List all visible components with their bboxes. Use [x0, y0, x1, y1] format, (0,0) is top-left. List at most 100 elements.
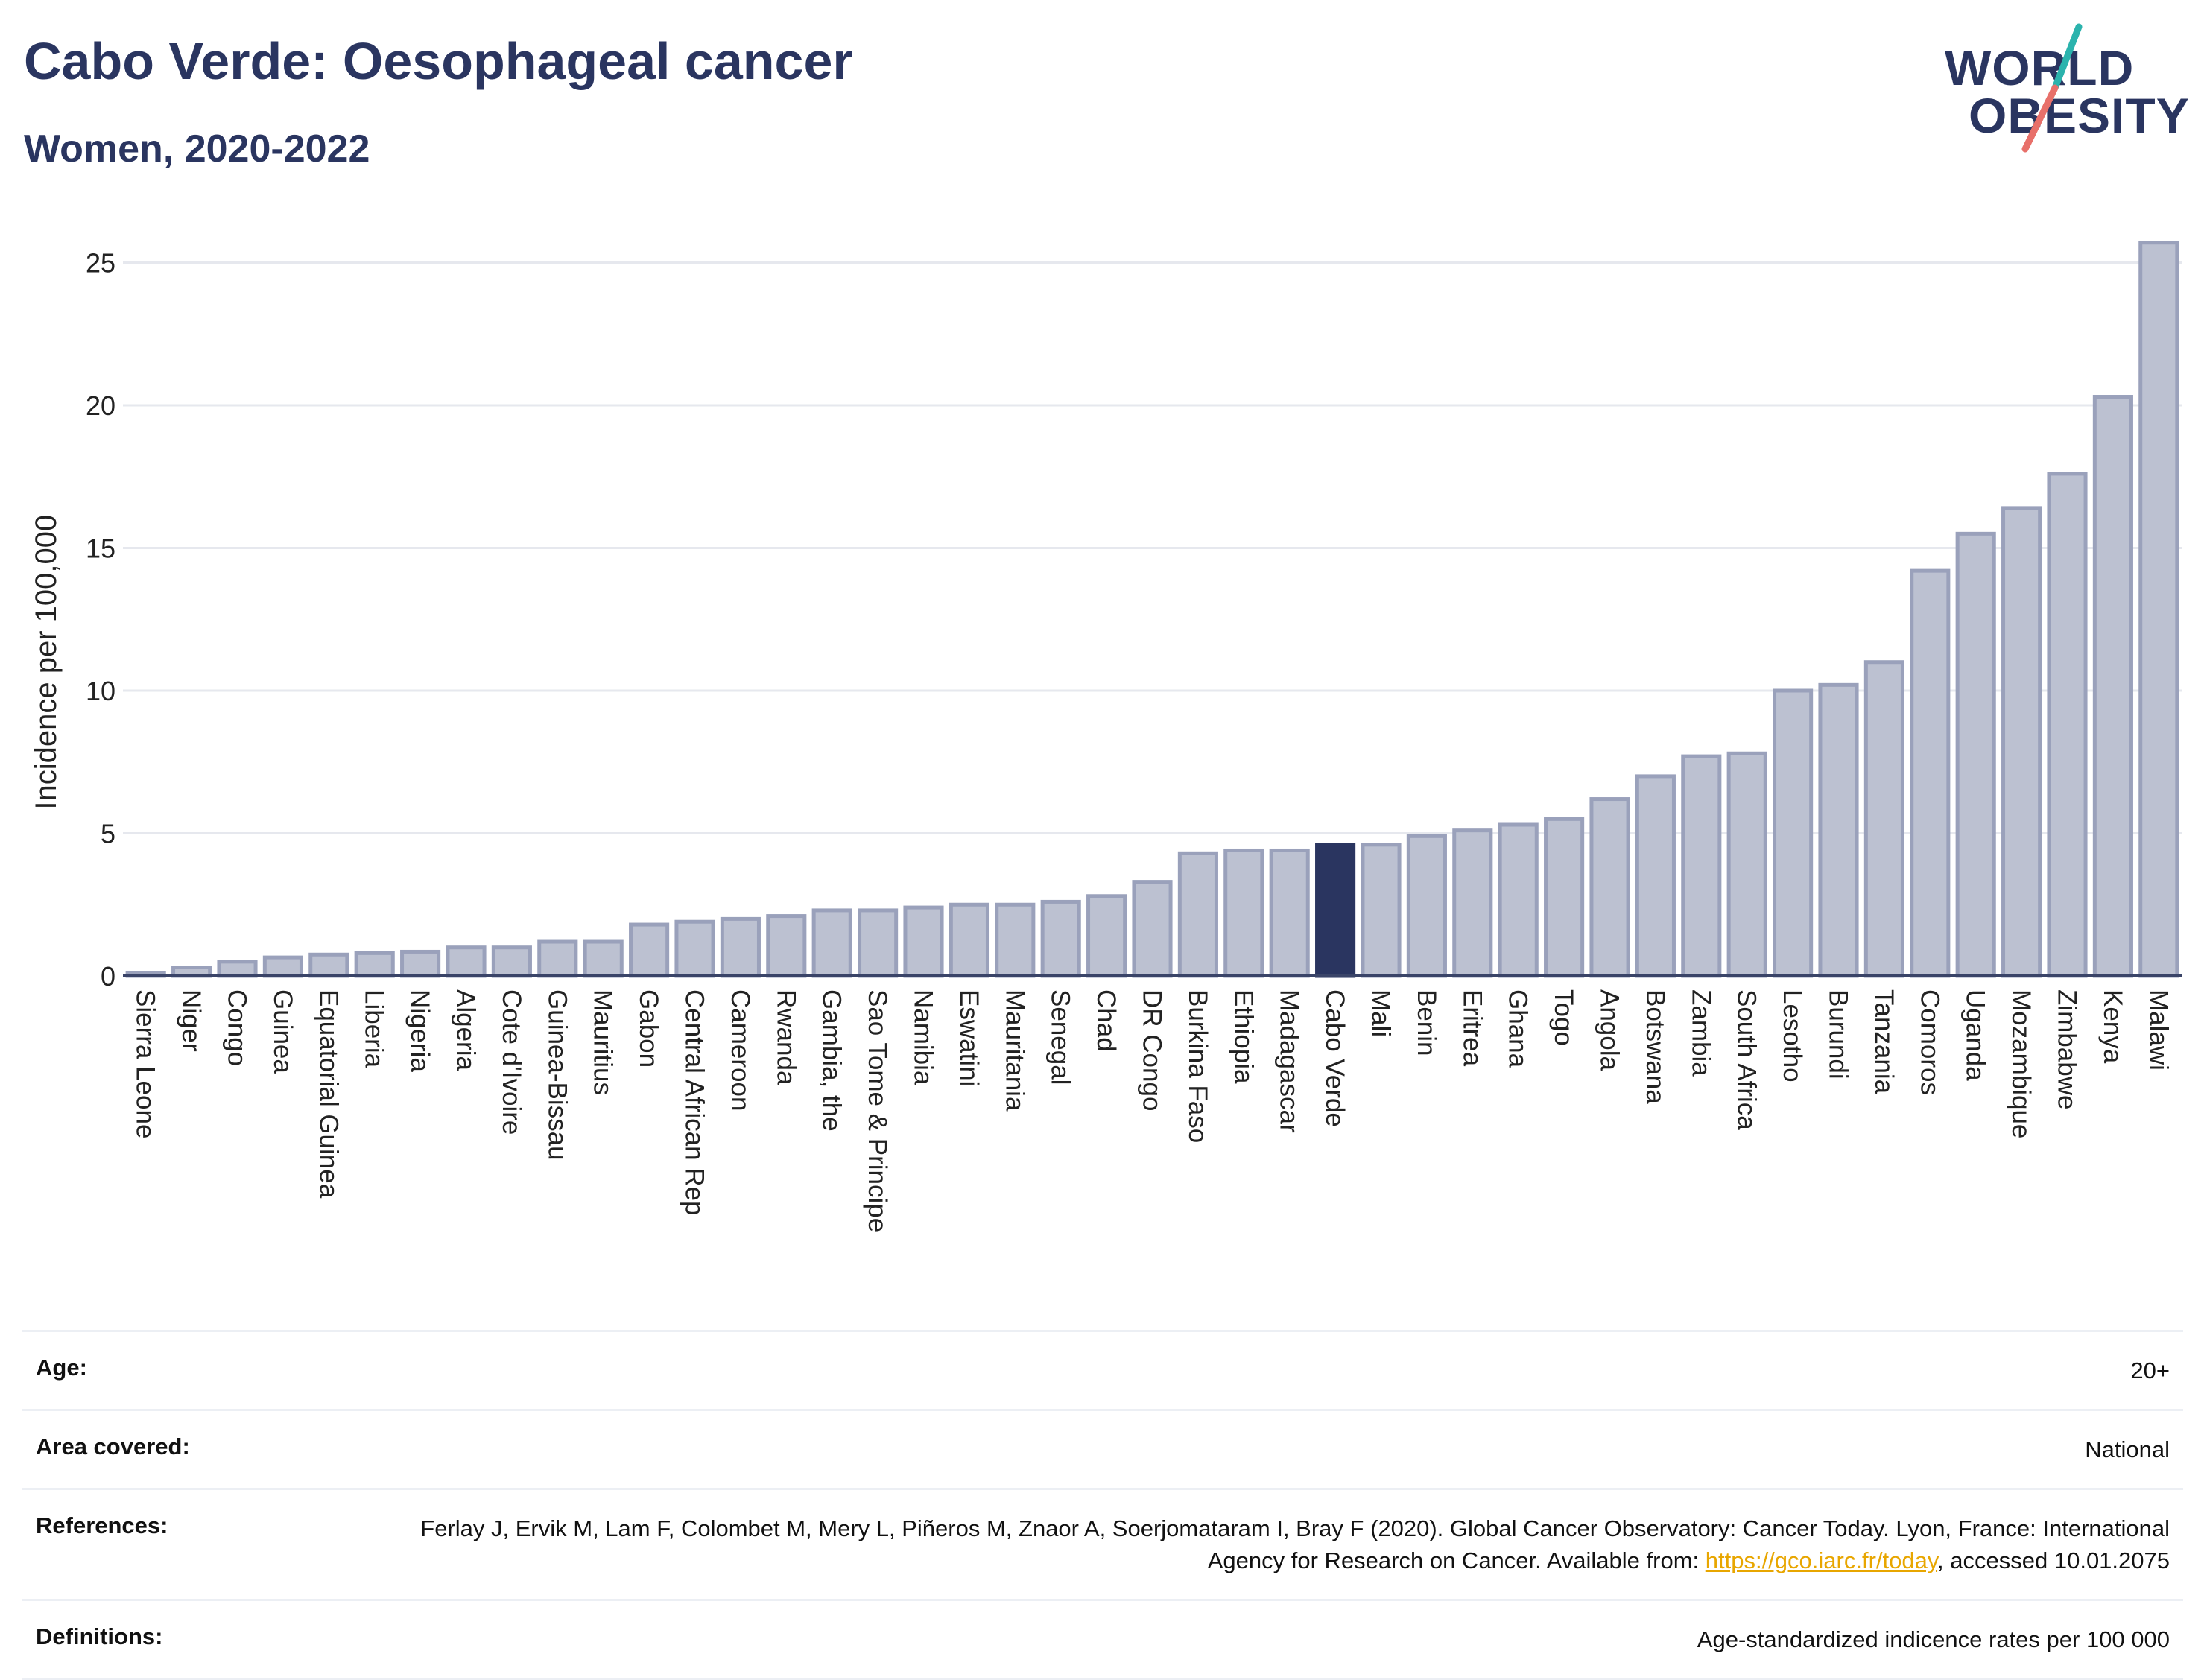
x-tick-label: Liberia — [360, 989, 389, 1068]
bar — [1773, 688, 1814, 978]
x-tick-label: Congo — [223, 989, 252, 1066]
bar — [1223, 848, 1264, 978]
y-tick-label: 0 — [101, 961, 115, 992]
x-tick-label: Cameroon — [726, 989, 755, 1111]
bar — [583, 939, 624, 978]
bar — [995, 902, 1036, 978]
bar — [400, 949, 441, 978]
bar — [1681, 754, 1722, 978]
info-row-definitions: Definitions: Age-standardized indicence … — [22, 1601, 2183, 1680]
bar — [1498, 822, 1539, 978]
x-tick-label: Rwanda — [771, 989, 800, 1085]
y-tick-label: 20 — [86, 390, 115, 421]
bar — [1635, 774, 1676, 978]
bar — [1544, 817, 1585, 978]
bar — [2092, 395, 2133, 978]
x-tick-label: DR Congo — [1138, 989, 1167, 1111]
x-tick-label: Malawi — [2144, 989, 2173, 1071]
bar — [491, 945, 532, 978]
bar — [2138, 241, 2179, 978]
x-tick-label: Lesotho — [1778, 989, 1807, 1083]
x-tick-label: Mauritania — [1000, 989, 1029, 1112]
x-tick-label: Eswatini — [954, 989, 984, 1086]
y-tick-label: 25 — [86, 248, 115, 279]
x-tick-label: Madagascar — [1275, 989, 1304, 1133]
bar — [1040, 899, 1081, 978]
bar — [1269, 848, 1310, 978]
bar — [629, 922, 670, 978]
info-key: Age: — [36, 1354, 87, 1381]
bar — [766, 914, 807, 978]
x-tick-label: Burkina Faso — [1183, 989, 1212, 1143]
info-value: Ferlay J, Ervik M, Lam F, Colombet M, Me… — [344, 1512, 2170, 1576]
info-value: 20+ — [2130, 1357, 2170, 1383]
bar — [262, 955, 303, 978]
x-tick-label: Ghana — [1504, 989, 1533, 1068]
bar — [1361, 843, 1402, 978]
y-tick-label: 10 — [86, 676, 115, 706]
bar — [674, 919, 715, 978]
x-axis-labels: Sierra Leone Niger Congo Guinea Equatorial G… — [131, 989, 2173, 1232]
bar — [903, 905, 944, 978]
x-tick-label: Guinea — [268, 989, 297, 1074]
x-tick-label: Mali — [1367, 989, 1396, 1037]
x-tick-label: Gabon — [634, 989, 663, 1068]
bar — [949, 902, 989, 978]
bar — [2047, 472, 2088, 978]
info-key: References: — [36, 1512, 168, 1538]
bar — [354, 951, 395, 978]
page-subtitle: Women, 2020-2022 — [24, 127, 370, 171]
info-key: Definitions: — [36, 1623, 163, 1649]
bar — [1910, 568, 1951, 978]
bar — [1086, 894, 1127, 978]
x-tick-label: Gambia, the — [817, 989, 846, 1132]
x-tick-label: Niger — [177, 989, 206, 1052]
logo-slash-icon — [2021, 23, 2083, 153]
info-value: National — [2085, 1436, 2170, 1462]
reference-link[interactable]: https://gco.iarc.fr/today — [1705, 1547, 1938, 1573]
x-tick-label: Senegal — [1046, 989, 1075, 1085]
x-tick-label: Togo — [1549, 989, 1578, 1046]
bar — [1132, 880, 1173, 978]
x-tick-label: South Africa — [1732, 989, 1761, 1130]
x-tick-label: Burundi — [1824, 989, 1853, 1080]
x-tick-label: Benin — [1412, 989, 1441, 1056]
x-tick-label: Sierra Leone — [131, 989, 160, 1138]
bar — [1726, 751, 1767, 978]
reference-text: Ferlay J, Ervik M, Lam F, Colombet M, Me… — [420, 1515, 2170, 1573]
logo-line-1: WORLD — [1945, 40, 2135, 95]
info-row-age: Age: 20+ — [22, 1332, 2183, 1411]
bar — [1955, 531, 1996, 978]
x-tick-label: Cabo Verde — [1320, 989, 1349, 1127]
x-tick-label: Central African Rep — [680, 989, 709, 1215]
bar — [1177, 851, 1218, 978]
x-tick-label: Algeria — [452, 989, 481, 1071]
world-obesity-logo: WORLD OBESITY — [1937, 22, 2191, 156]
y-axis-title: Incidence per 100,000 — [30, 515, 63, 810]
x-tick-label: Chad — [1092, 989, 1121, 1052]
bar — [446, 945, 487, 978]
bar — [2001, 506, 2042, 978]
x-tick-label: Comoros — [1915, 989, 1944, 1095]
bar — [537, 939, 578, 978]
y-tick-label: 5 — [101, 819, 115, 849]
x-tick-label: Uganda — [1961, 989, 1990, 1081]
x-tick-label: Ethiopia — [1229, 989, 1258, 1084]
bars — [125, 241, 2179, 978]
y-tick-label: 15 — [86, 533, 115, 564]
info-row-references: References: Ferlay J, Ervik M, Lam F, Co… — [22, 1490, 2183, 1601]
x-tick-label: Zimbabwe — [2053, 989, 2082, 1109]
x-tick-label: Kenya — [2098, 989, 2127, 1064]
x-tick-label: Tanzania — [1869, 989, 1899, 1094]
x-tick-label: Botswana — [1641, 989, 1670, 1104]
reference-accessed: , accessed 10.01.2075 — [1937, 1547, 2170, 1573]
bar — [1406, 834, 1447, 978]
bar-chart: 0 5 10 15 20 25 Sierra Leone Niger Congo Guinea E… — [30, 241, 2182, 1232]
bar — [1452, 828, 1493, 978]
info-table: Age: 20+ Area covered: National Referenc… — [22, 1330, 2183, 1680]
info-key: Area covered: — [36, 1433, 190, 1459]
x-tick-label: Eritrea — [1457, 989, 1486, 1067]
x-tick-label: Mauritius — [589, 989, 618, 1095]
bar — [720, 916, 761, 978]
bar — [1589, 797, 1630, 978]
